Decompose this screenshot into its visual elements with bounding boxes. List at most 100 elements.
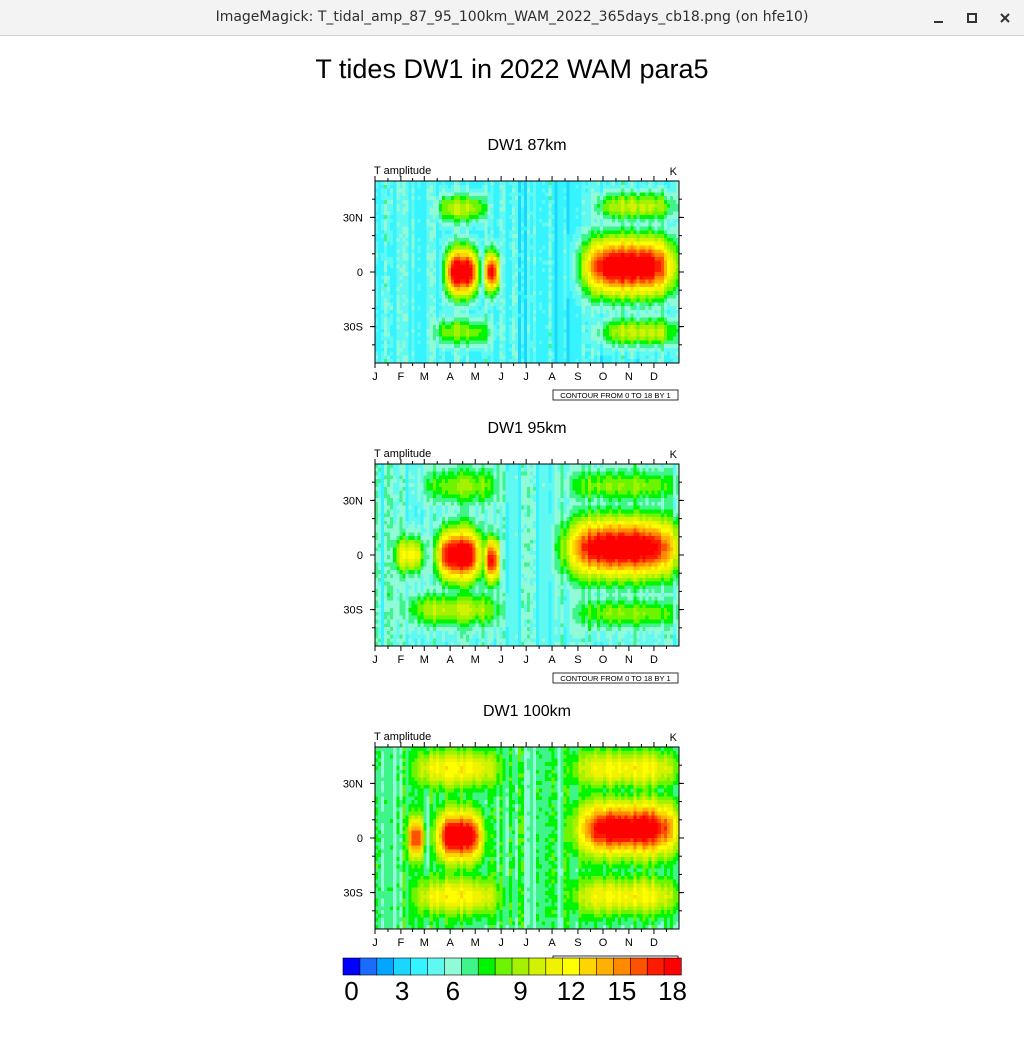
heatmap-cell xyxy=(441,321,446,326)
heatmap-cell xyxy=(396,260,400,265)
heatmap-cell xyxy=(511,184,516,190)
heatmap-cell xyxy=(484,313,488,318)
heatmap-cell xyxy=(584,218,589,224)
heatmap-cell xyxy=(639,279,644,284)
heatmap-cell xyxy=(636,298,640,303)
heatmap-cell xyxy=(460,328,464,334)
heatmap-cell xyxy=(527,245,531,250)
heatmap-cell xyxy=(533,184,537,190)
heatmap-cell xyxy=(490,245,495,250)
heatmap-cell xyxy=(520,256,525,262)
heatmap-cell xyxy=(657,199,662,205)
heatmap-cell xyxy=(514,207,519,212)
heatmap-cell xyxy=(444,351,449,356)
heatmap-cell xyxy=(569,234,574,239)
heatmap-cell xyxy=(675,332,680,337)
heatmap-cell xyxy=(381,355,385,360)
heatmap-cell xyxy=(426,306,431,311)
heatmap-cell xyxy=(411,340,416,345)
heatmap-cell xyxy=(378,325,382,330)
heatmap-cell xyxy=(417,192,422,197)
heatmap-cell xyxy=(648,203,653,209)
heatmap-cell xyxy=(490,203,495,209)
heatmap-cell xyxy=(627,317,631,322)
heatmap-cell xyxy=(457,226,461,231)
heatmap-cell xyxy=(378,196,382,201)
heatmap-cell xyxy=(648,192,653,197)
heatmap-cell xyxy=(432,306,437,311)
heatmap-cell xyxy=(660,332,665,337)
heatmap-cell xyxy=(663,215,668,220)
heatmap-cell xyxy=(387,226,391,231)
heatmap-cell xyxy=(451,344,455,349)
heatmap-cell xyxy=(539,325,543,330)
heatmap-cell xyxy=(451,347,455,353)
heatmap-cell xyxy=(508,306,513,311)
heatmap-cell xyxy=(423,344,428,349)
heatmap-cell xyxy=(375,359,379,364)
heatmap-cell xyxy=(396,321,400,326)
heatmap-cell xyxy=(599,340,604,345)
heatmap-cell xyxy=(606,230,610,235)
heatmap-cell xyxy=(587,253,592,258)
heatmap-cell xyxy=(636,245,640,250)
heatmap-cell xyxy=(666,237,671,243)
heatmap-cell xyxy=(539,181,543,186)
heatmap-cell xyxy=(469,226,473,231)
heatmap-cell xyxy=(496,215,501,220)
heatmap-cell xyxy=(381,347,385,353)
heatmap-cell xyxy=(426,237,431,243)
heatmap-cell xyxy=(551,256,555,262)
heatmap-cell xyxy=(672,192,677,197)
close-button[interactable] xyxy=(993,6,1017,30)
heatmap-cell xyxy=(432,218,437,224)
x-tick-label: F xyxy=(398,371,405,383)
heatmap-cell xyxy=(508,207,513,212)
heatmap-cell xyxy=(648,199,653,205)
heatmap-cell xyxy=(609,192,613,197)
heatmap-cell xyxy=(517,230,522,235)
heatmap-cell xyxy=(441,279,446,284)
heatmap-cell xyxy=(648,351,653,356)
heatmap-cell xyxy=(463,196,467,201)
heatmap-cell xyxy=(451,192,455,197)
heatmap-cell xyxy=(575,359,580,364)
heatmap-cell xyxy=(469,234,473,239)
heatmap-cell xyxy=(441,260,446,265)
heatmap-cell xyxy=(657,309,662,315)
heatmap-cell xyxy=(408,279,412,284)
heatmap-cell xyxy=(624,336,628,341)
minimize-button[interactable] xyxy=(927,6,951,30)
x-tick-label: A xyxy=(446,371,454,383)
heatmap-cell xyxy=(663,325,668,330)
heatmap-cell xyxy=(405,298,409,303)
heatmap-cell xyxy=(636,184,640,190)
heatmap-cell xyxy=(484,294,488,300)
heatmap-cell xyxy=(612,256,616,262)
heatmap-cell xyxy=(578,184,583,190)
heatmap-cell xyxy=(429,245,434,250)
heatmap-cell xyxy=(672,234,677,239)
heatmap-cell xyxy=(454,344,458,349)
heatmap-cell xyxy=(399,321,403,326)
heatmap-cell xyxy=(630,215,634,220)
heatmap-cell xyxy=(639,347,644,353)
heatmap-cell xyxy=(636,294,640,300)
x-tick-label: D xyxy=(650,371,658,383)
heatmap-cell xyxy=(405,230,409,235)
heatmap-cell xyxy=(393,309,397,315)
heatmap-cell xyxy=(475,302,479,307)
heatmap-cell xyxy=(627,215,631,220)
heatmap-cell xyxy=(493,241,498,246)
heatmap-cell xyxy=(627,283,631,288)
heatmap-cell xyxy=(375,513,379,518)
heatmap-cell xyxy=(603,325,607,330)
heatmap-cell xyxy=(581,298,586,303)
heatmap-cell xyxy=(666,321,671,326)
heatmap-cell xyxy=(478,230,482,235)
heatmap-cell xyxy=(669,325,674,330)
heatmap-cell xyxy=(545,264,549,269)
maximize-button[interactable] xyxy=(960,6,984,30)
heatmap-cell xyxy=(530,290,534,296)
heatmap-cell xyxy=(378,199,382,205)
